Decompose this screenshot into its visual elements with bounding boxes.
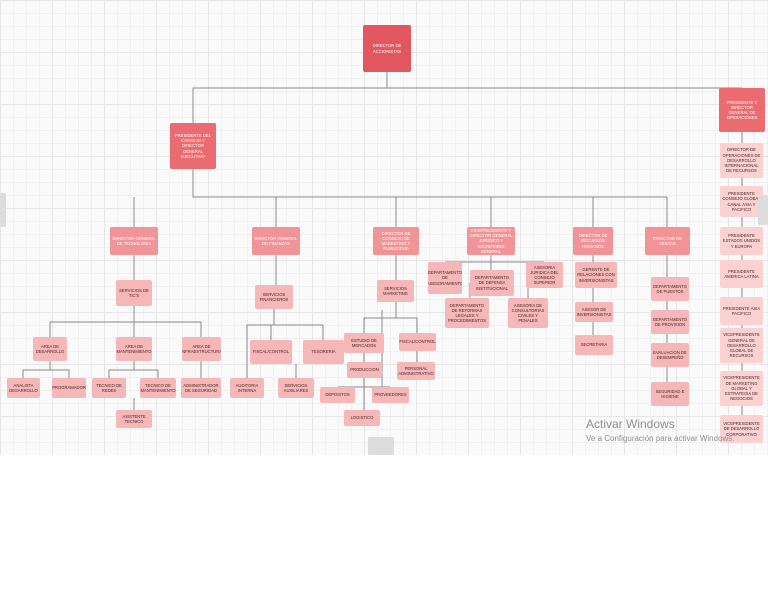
connector-line	[386, 72, 742, 89]
node-staff-admin[interactable]: PERSONAL ADMINISTRATIVO	[397, 362, 435, 380]
node-tech-assistant[interactable]: ASISTENTE TECNICO	[116, 410, 152, 428]
watermark-title: Activar Windows	[586, 417, 675, 431]
bottom-scroll-handle[interactable]	[368, 437, 394, 455]
node-dept-defense[interactable]: DEPARTAMENTO DE DEFENSA INSTITUCIONAL	[470, 270, 514, 296]
node-ops-4[interactable]: PRESIDENTE AMERICA LATINA	[720, 260, 763, 288]
node-ops-8[interactable]: VICEPRESIDENTE DE DESARROLLO CORPORATIVO	[720, 415, 763, 443]
node-product[interactable]: PRODUCCION	[347, 362, 382, 378]
node-audit[interactable]: AUDITORIA INTERNA	[230, 378, 264, 398]
node-legal-advisor[interactable]: ASESORIA JURIDICA DEL CONSEJO SUPERIOR	[526, 262, 563, 288]
node-sec-admin[interactable]: ADMINISTRADOR DE SEGURIDAD	[181, 378, 221, 398]
node-ops-6[interactable]: VICEPRESIDENTE GENERAL DE DESARROLLO GLO…	[720, 328, 763, 363]
node-dept-provision[interactable]: DEPARTAMENTO DE PROVISION	[651, 310, 689, 334]
connector-line	[49, 306, 135, 337]
connector-line	[246, 309, 275, 378]
node-dir-marketing[interactable]: DIRECTOR DE CONSEJO DE MARKETING Y PUBLI…	[373, 227, 419, 255]
node-secretary[interactable]: SECRETARIA	[575, 335, 613, 355]
node-treasury[interactable]: TESORERIA	[303, 340, 344, 364]
node-ops-7[interactable]: VICEPRESIDENTE DE MARKETING GLOBAL Y EST…	[720, 371, 763, 406]
connector-line	[274, 324, 324, 340]
node-president-ops[interactable]: PRESIDENTE Y DIRECTOR GENERAL DE OPERACI…	[719, 88, 765, 132]
node-dir-hr[interactable]: DIRECTOR DE RECURSOS HUMANOS	[573, 227, 613, 255]
right-scroll-handle[interactable]	[758, 195, 768, 225]
connector-line	[363, 302, 397, 333]
connector-line	[192, 169, 667, 198]
connector-line	[192, 87, 387, 123]
node-vp-legal[interactable]: VICEPRESIDENTE Y DIRECTOR GENERAL JURIDI…	[467, 227, 515, 255]
node-ops-5[interactable]: PRESIDENTE ASIA PACIFICO	[720, 297, 763, 325]
left-scroll-handle[interactable]	[0, 193, 6, 227]
connector-line	[108, 361, 135, 378]
connector-line	[396, 317, 418, 333]
node-it-services[interactable]: SERVICIOS DE TIC'S	[116, 280, 152, 306]
node-ops-3[interactable]: PRESIDENTE ESTADOS UNIDOS Y EUROPA	[720, 227, 763, 255]
windows-activation-watermark: Activar Windows Ve a Configuración para …	[586, 417, 735, 443]
node-fiscal[interactable]: FISCAL/CONTROL	[250, 340, 292, 364]
diagram-canvas[interactable]: DIRECTOR DE ACCIONISTAS PRESIDENTE DEL CO…	[0, 0, 768, 455]
connector-line	[134, 321, 202, 337]
node-logistics[interactable]: LOGISTICO	[344, 410, 380, 426]
connector-line	[134, 369, 159, 378]
node-ops-1[interactable]: DIRECTOR DE OPERACIONES DE DESARROLLO IN…	[720, 143, 763, 178]
node-tech-maint[interactable]: TECNICO DE MANTENIMIENTO	[140, 378, 176, 398]
node-area-dev[interactable]: AREA DE DESARROLLO	[33, 337, 67, 361]
node-providers[interactable]: PROVEEDORES	[372, 387, 409, 403]
node-dir-tech[interactable]: DIRECTOR GENERAL DE TECNOLOGIA	[110, 227, 158, 255]
node-programmer[interactable]: PROGRAMADOR	[52, 378, 86, 398]
node-aux-services[interactable]: SERVICIOS AUXILIARES	[278, 378, 314, 398]
node-safety[interactable]: SEGURIDAD E HIGIENE	[651, 382, 689, 406]
node-consulting[interactable]: ASESORIA DE CONSULTORIAS CIVILES Y PENAL…	[508, 298, 548, 328]
node-dir-finance[interactable]: DIRECTOR GENERAL DE FINANZAS	[252, 227, 300, 255]
connector-line	[270, 324, 274, 340]
node-dept-advice[interactable]: DEPARTAMENTO DE ASESORAMIENTO	[428, 262, 462, 294]
node-area-env[interactable]: AREA DE MANTENIMIENTO	[116, 337, 152, 361]
node-ops-2[interactable]: PRESIDENTE CONSEJO GLOBAL CANAL ASIA Y P…	[720, 186, 763, 217]
node-hr-relations[interactable]: GERENTE DE RELACIONES CON INVERSIONISTAS	[575, 262, 617, 288]
watermark-subtitle: Ve a Configuración para activar Windows.	[586, 434, 735, 443]
connector-line	[50, 369, 70, 378]
connector-line	[22, 361, 51, 378]
node-dept-reform[interactable]: DEPARTAMENTO DE REFORMAS LEGALES Y PROCE…	[445, 298, 489, 328]
node-tech-support[interactable]: TECNICO DE REDES	[92, 378, 126, 398]
node-fin-services[interactable]: SERVICIOS FINANCIEROS	[255, 285, 293, 309]
node-root[interactable]: DIRECTOR DE ACCIONISTAS	[363, 25, 411, 72]
node-dir-sales[interactable]: DIRECTOR DE VENTAS	[645, 227, 690, 255]
node-hr-investment[interactable]: ASESOR DE INVERSIONISTAS	[575, 302, 613, 322]
node-mkt-services[interactable]: SERVICIOS MARKETING	[377, 280, 414, 302]
node-fiscal-control[interactable]: FISCAL/CONTROL	[399, 333, 436, 351]
node-area-infra[interactable]: AREA DE INFRAESTRUCTURA	[182, 337, 221, 361]
node-president-ceo[interactable]: PRESIDENTE DEL CONSEJO Y DIRECTOR GENERA…	[170, 123, 216, 169]
node-market-study[interactable]: ESTUDIO DE MERCADOS	[344, 333, 384, 353]
node-storage[interactable]: DEPOSITOS	[320, 387, 355, 403]
connector-line	[445, 255, 492, 263]
node-dept-posts[interactable]: DEPARTAMENTO DE PUESTOS	[651, 277, 689, 301]
node-performance[interactable]: EVALUACION DE DESEMPEÑO	[651, 343, 689, 367]
node-analyst[interactable]: ANALISTA DESARROLLO	[7, 378, 40, 398]
